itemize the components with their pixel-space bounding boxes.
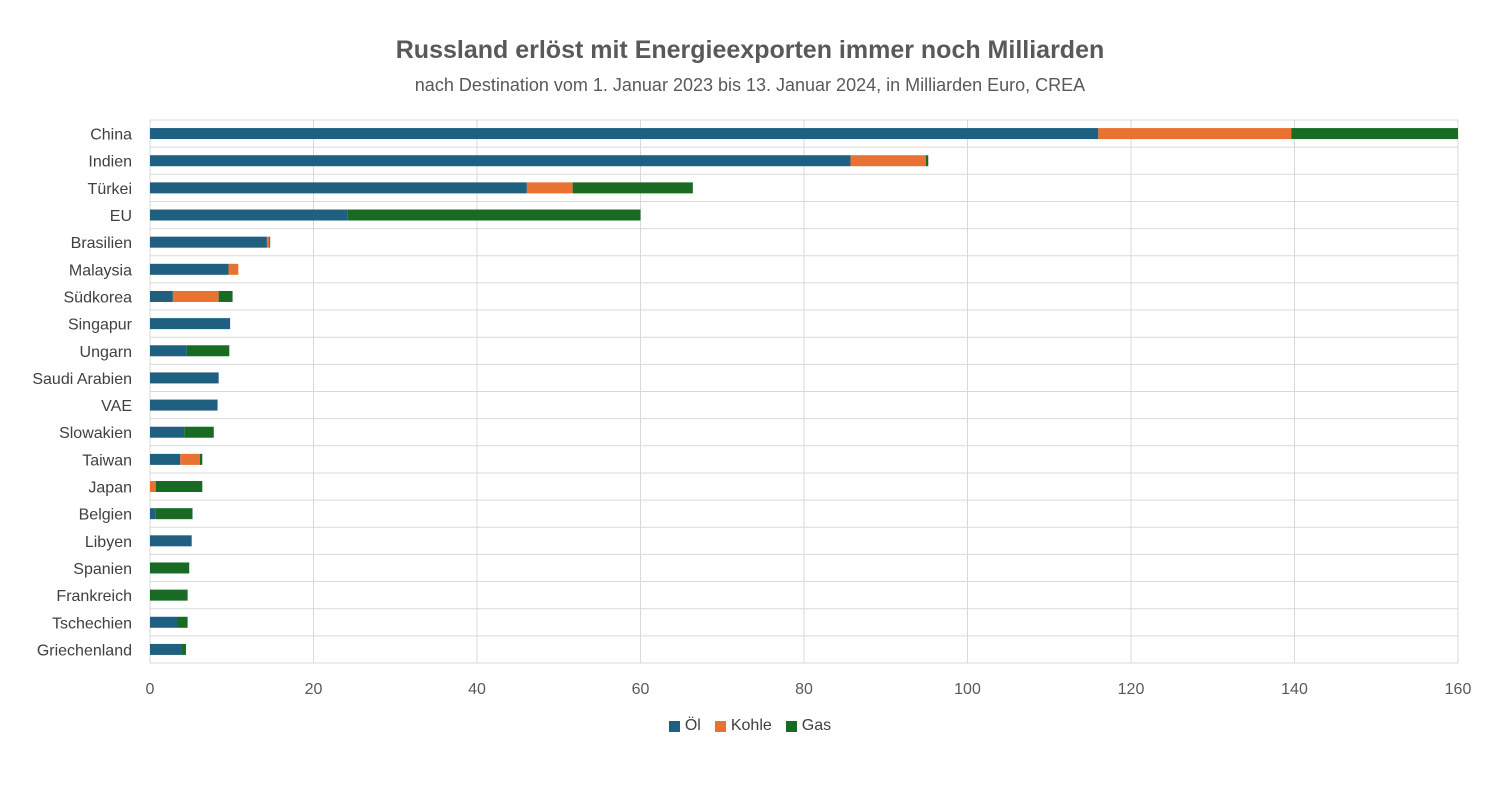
- bar-segment-gas: [218, 290, 233, 302]
- bar-segment-kohle: [850, 155, 926, 167]
- bar-segment--l: [150, 508, 156, 520]
- legend-swatch-kohle: [714, 720, 726, 732]
- legend-label-kohle: Kohle: [730, 717, 772, 734]
- bar-segment-gas: [347, 209, 641, 221]
- bar-segment-gas: [181, 643, 186, 655]
- x-tick-label: 120: [1118, 681, 1145, 698]
- bar-segment-kohle: [180, 453, 200, 465]
- legend-item-gas: Gas: [785, 717, 832, 735]
- x-tick-label: 40: [468, 681, 486, 698]
- legend-item-oel: Öl: [668, 717, 701, 735]
- bar-segment-gas: [572, 182, 693, 194]
- x-tick-label: 160: [1445, 681, 1472, 698]
- bar-segment-gas: [184, 426, 214, 438]
- category-label: Türkei: [88, 181, 132, 198]
- bar-segment--l: [150, 616, 177, 628]
- bar-segment-gas: [150, 562, 190, 574]
- bar-segment--l: [150, 318, 231, 330]
- chart-title: Russland erlöst mit Energieexporten imme…: [395, 36, 1105, 64]
- bar-segment-gas: [925, 155, 929, 167]
- x-tick-label: 80: [795, 681, 813, 698]
- bar-segment--l: [150, 643, 182, 655]
- bar-segment-kohle: [172, 290, 219, 302]
- bar-segment-kohle: [228, 263, 239, 275]
- x-tick-label: 140: [1281, 681, 1308, 698]
- category-label: Malaysia: [69, 262, 132, 279]
- bar-segment-gas: [155, 481, 203, 493]
- bar-segment-gas: [269, 236, 271, 248]
- category-label: Griechenland: [37, 642, 132, 659]
- category-label: Ungarn: [80, 344, 132, 361]
- chart-legend: Öl Kohle Gas: [0, 717, 1500, 735]
- bar-segment--l: [150, 155, 851, 167]
- bar-segment--l: [150, 453, 181, 465]
- category-label: Spanien: [73, 561, 132, 578]
- category-label: Südkorea: [64, 289, 133, 306]
- bar-segment-gas: [176, 616, 188, 628]
- x-tick-label: 20: [305, 681, 323, 698]
- bar-segment-gas: [186, 345, 230, 357]
- bar-segment--l: [150, 535, 192, 547]
- bar-segment--l: [150, 290, 173, 302]
- category-label: Slowakien: [59, 425, 132, 442]
- bar-segment-kohle: [217, 399, 218, 411]
- category-label: Saudi Arabien: [32, 371, 132, 388]
- category-label: Taiwan: [82, 452, 132, 469]
- legend-label-gas: Gas: [801, 717, 832, 734]
- x-tick-label: 60: [632, 681, 650, 698]
- category-label: Singapur: [68, 317, 133, 334]
- bar-segment--l: [150, 236, 267, 248]
- bar-segment--l: [150, 209, 348, 221]
- x-tick-label: 100: [954, 681, 981, 698]
- bar-segment--l: [150, 128, 1099, 140]
- bar-segment-gas: [199, 453, 203, 465]
- bar-segment--l: [150, 263, 229, 275]
- legend-item-kohle: Kohle: [714, 717, 772, 735]
- category-label: Belgien: [79, 507, 132, 524]
- bar-segment-kohle: [1098, 128, 1292, 140]
- legend-label-oel: Öl: [684, 717, 701, 734]
- category-label: EU: [110, 208, 132, 225]
- category-label: Indien: [88, 154, 132, 171]
- legend-swatch-oel: [668, 720, 680, 732]
- bar-segment--l: [150, 426, 185, 438]
- chart-subtitle: nach Destination vom 1. Januar 2023 bis …: [414, 75, 1086, 95]
- bar-segment-gas: [155, 508, 193, 520]
- category-label: Frankreich: [56, 588, 132, 605]
- bar-segment-kohle: [150, 481, 156, 493]
- category-label: China: [90, 127, 132, 144]
- bar-segment-kohle: [526, 182, 573, 194]
- legend-swatch-gas: [785, 720, 797, 732]
- bar-segment--l: [150, 182, 527, 194]
- category-label: VAE: [101, 398, 132, 415]
- bar-segment-kohle: [266, 236, 270, 248]
- bar-segment-gas: [1291, 128, 1458, 140]
- category-label: Brasilien: [71, 235, 132, 252]
- category-label: Libyen: [85, 534, 132, 551]
- category-label: Japan: [88, 480, 132, 497]
- category-label: Tschechien: [52, 615, 132, 632]
- bar-segment--l: [150, 345, 187, 357]
- x-tick-label: 0: [146, 681, 155, 698]
- bar-segment--l: [150, 399, 218, 411]
- bar-segment-gas: [150, 589, 188, 601]
- bar-segment--l: [150, 372, 219, 384]
